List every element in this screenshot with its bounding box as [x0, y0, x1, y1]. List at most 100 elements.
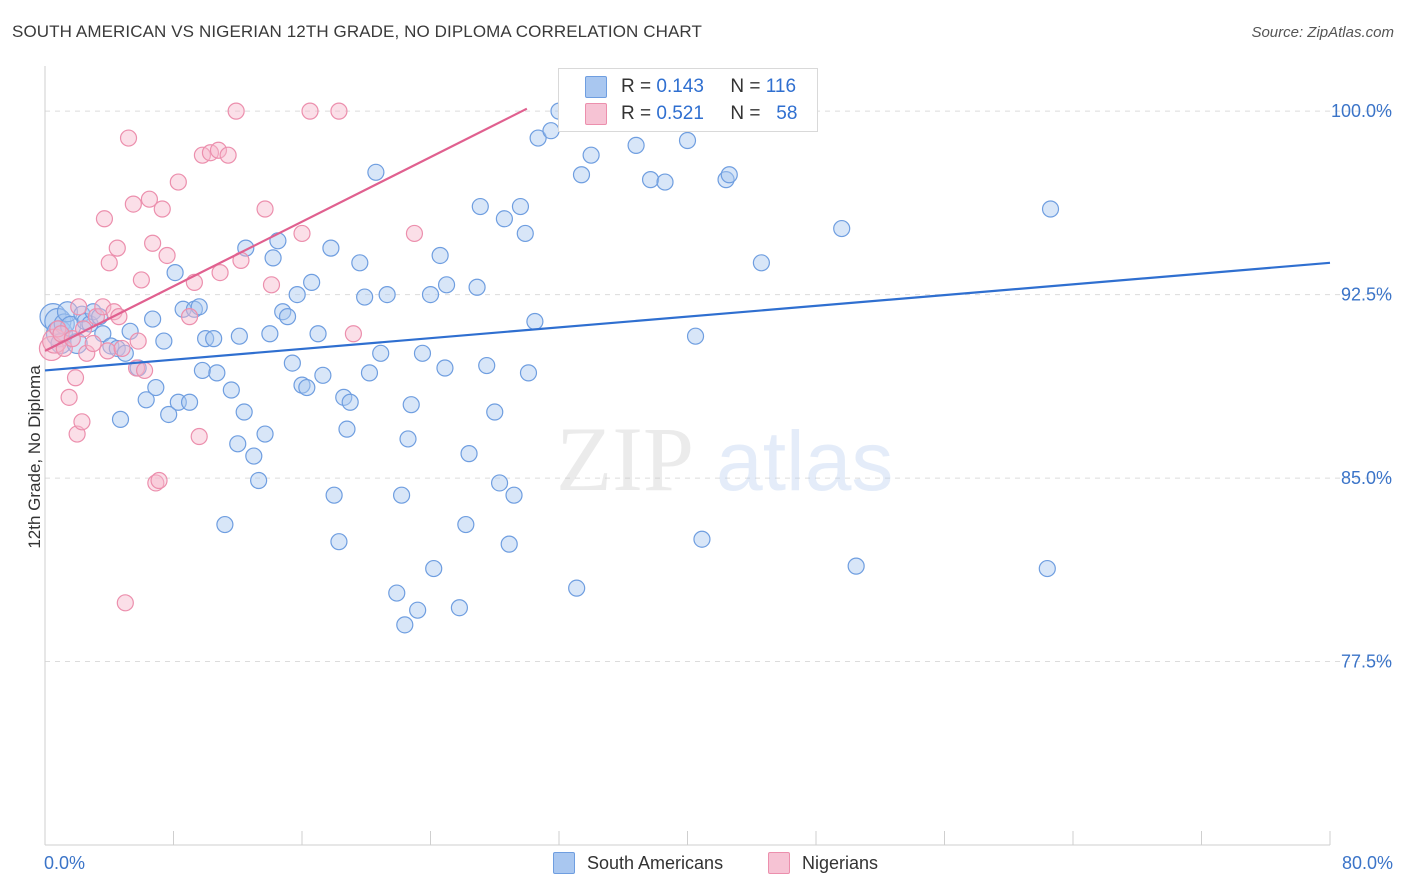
south-american-point	[519, 364, 538, 382]
south-american-point	[413, 344, 432, 362]
south-american-point	[656, 173, 674, 191]
south-american-point	[572, 166, 591, 184]
nigerian-point	[129, 332, 147, 350]
nigerian-point	[124, 195, 142, 213]
nigerian-point	[100, 254, 118, 272]
south-american-point	[500, 535, 518, 553]
south-american-point	[256, 425, 274, 443]
nigerian-point	[293, 224, 311, 243]
south-american-point	[471, 197, 489, 216]
south-american-point	[264, 249, 282, 267]
south-american-point	[160, 405, 178, 424]
south-american-point	[208, 364, 226, 382]
south-american-point	[205, 330, 223, 348]
nigerian-point	[99, 342, 117, 360]
south-american-point	[529, 129, 547, 147]
south-american-point	[542, 122, 560, 140]
south-american-point	[686, 327, 705, 345]
south-american-point	[450, 599, 469, 617]
south-american-point	[325, 486, 343, 504]
nigerian-point	[49, 320, 67, 338]
nigerian-point	[113, 339, 131, 358]
south-american-point	[229, 435, 247, 453]
nigerian-point	[116, 594, 134, 612]
south-american-point	[460, 445, 478, 463]
watermark: ZIP atlas	[556, 408, 893, 510]
south-american-point	[309, 325, 327, 343]
south-american-point	[486, 403, 504, 421]
south-american-point	[269, 232, 287, 250]
nigerian-point	[132, 271, 150, 289]
grid-lines	[45, 110, 1390, 663]
nigerian-point	[108, 239, 126, 257]
south-american-point	[495, 210, 513, 228]
legend-r-value: 0.143	[656, 76, 704, 97]
south-american-point	[288, 286, 306, 304]
nigerian-point	[227, 102, 245, 120]
south-american-point	[833, 219, 851, 238]
legend-swatch-blue	[585, 76, 607, 98]
nigerian-point	[135, 361, 154, 380]
x-tick-label: 0.0%	[44, 853, 85, 873]
south-american-point	[378, 286, 396, 304]
legend-n-label: N =	[730, 103, 761, 124]
legend-n-label: N =	[730, 76, 761, 97]
nigerian-point	[330, 102, 348, 120]
south-american-point	[155, 332, 173, 350]
nigerian-point	[158, 246, 176, 265]
nigerian-point	[78, 344, 96, 362]
south-american-point	[627, 136, 645, 154]
trend-lines	[44, 107, 1331, 372]
nigerian-point	[211, 263, 229, 282]
south-american-point	[388, 584, 406, 602]
nigerian-point	[209, 141, 228, 159]
south-american-point	[245, 447, 263, 465]
nigerian-point	[190, 427, 208, 446]
nigerian-point	[405, 224, 424, 243]
watermark-atlas: atlas	[716, 414, 893, 508]
nigerian-point	[169, 173, 187, 191]
nigerian-point	[144, 234, 162, 252]
nigerian-point	[73, 413, 91, 431]
x-tick-label: 80.0%	[1342, 853, 1393, 873]
y-tick-label: 77.5%	[1341, 652, 1392, 672]
y-tick-label: 100.0%	[1331, 101, 1392, 121]
south-american-point	[511, 197, 530, 216]
south-american-point	[367, 163, 385, 181]
south-american-point	[717, 171, 735, 189]
south-american-point	[322, 239, 340, 257]
south-american-point	[457, 515, 475, 534]
bottom-legend-label: Nigerians	[802, 852, 879, 873]
south-american-point	[399, 430, 417, 448]
nigerian-point	[344, 325, 362, 343]
south-american-point	[505, 486, 523, 504]
south-american-point	[166, 263, 184, 282]
south-american-point	[235, 403, 253, 421]
y-tick-label: 85.0%	[1341, 468, 1392, 488]
south-american-point	[396, 616, 414, 634]
south-american-point	[693, 530, 711, 548]
legend-n-value: 116	[765, 76, 797, 97]
nigerians-points	[38, 102, 424, 612]
south-american-point	[478, 356, 496, 375]
south-american-point	[421, 286, 440, 304]
south-american-point	[261, 325, 279, 343]
nigerian-point	[60, 388, 78, 406]
bottom-legend-label: South Americans	[587, 852, 724, 873]
south-american-point	[1038, 559, 1056, 578]
south-american-point	[341, 393, 359, 411]
south-american-point	[351, 254, 369, 272]
nigerian-point	[219, 146, 237, 164]
south-american-point	[137, 391, 155, 409]
south-american-point	[144, 310, 162, 328]
y-tick-labels: 77.5% 85.0% 92.5% 100.0%	[1331, 101, 1392, 671]
x-tick-labels: 0.0% 80.0%	[44, 853, 1393, 873]
axes	[44, 66, 1331, 846]
south-american-point	[720, 166, 738, 184]
south-american-point	[678, 131, 697, 150]
south-american-point	[250, 471, 268, 490]
south-american-point	[409, 601, 427, 619]
y-axis-label: 12th Grade, No Diploma	[25, 365, 44, 549]
watermark-zip: ZIP	[556, 408, 694, 510]
